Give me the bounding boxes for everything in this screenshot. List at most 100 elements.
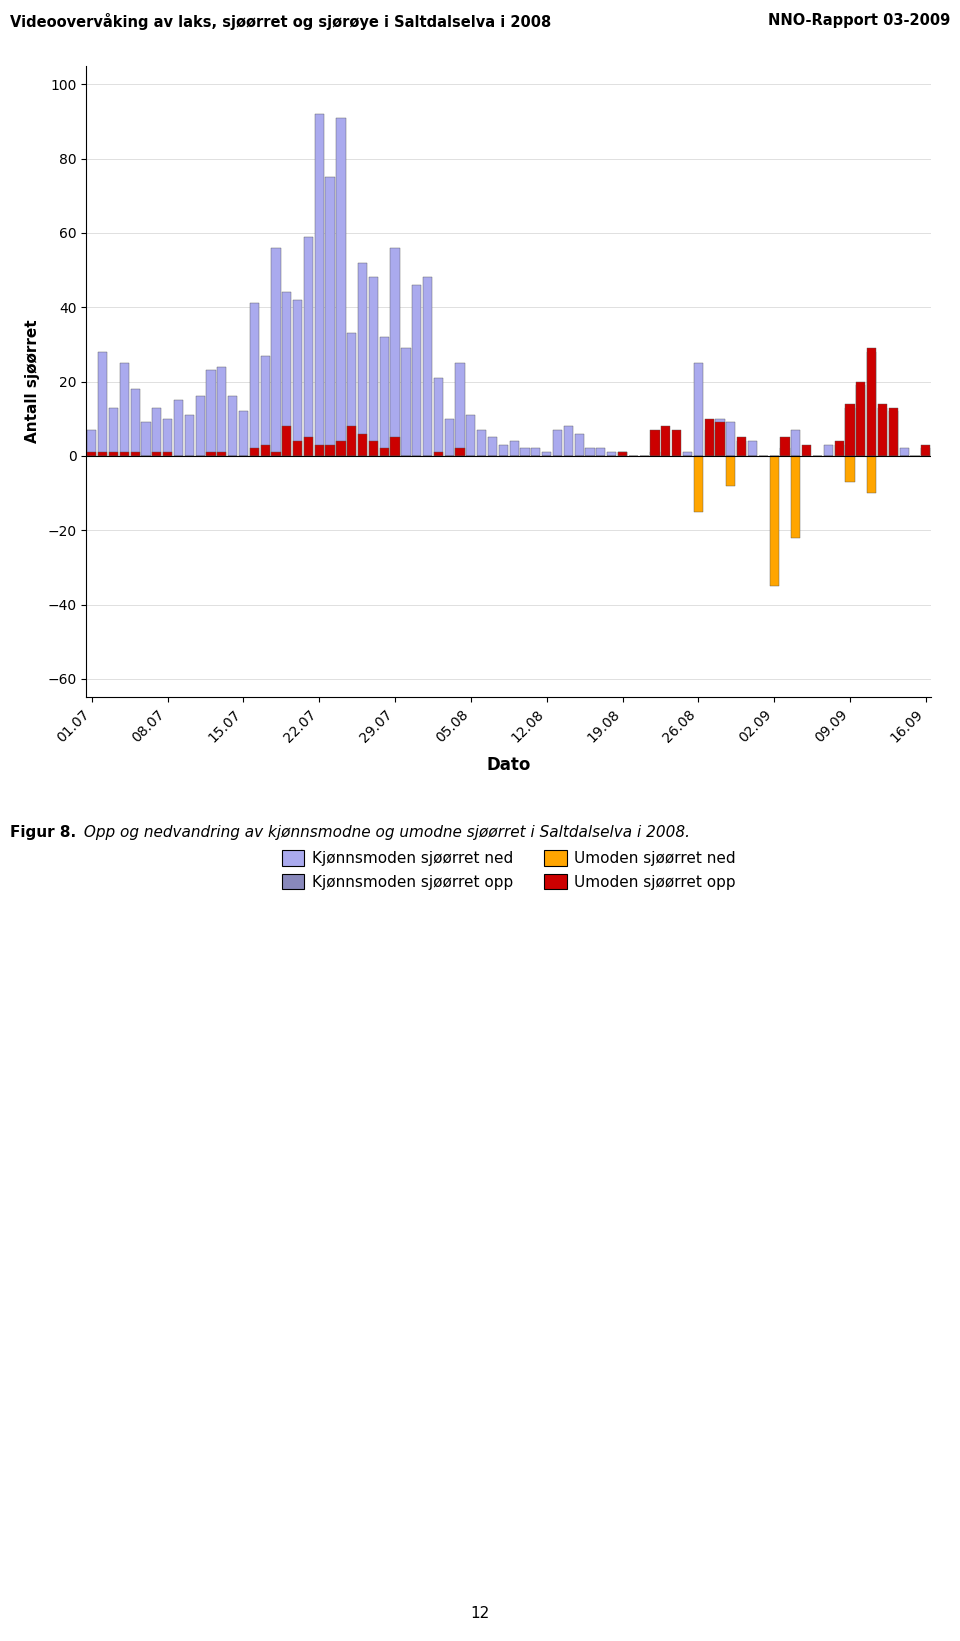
X-axis label: Dato: Dato (487, 757, 531, 775)
Bar (348, 427, 356, 456)
Bar (87, 453, 96, 456)
Bar (780, 448, 789, 456)
Bar (325, 177, 335, 456)
Bar (153, 453, 161, 456)
Bar (206, 453, 216, 456)
Bar (272, 248, 280, 456)
Bar (618, 453, 627, 456)
Bar (196, 397, 204, 456)
Text: Figur 8.: Figur 8. (10, 825, 76, 840)
Bar (889, 412, 898, 456)
Bar (369, 441, 378, 456)
Bar (315, 113, 324, 456)
Bar (477, 430, 487, 456)
Bar (683, 453, 692, 456)
Bar (303, 236, 313, 456)
Bar (672, 430, 682, 456)
Bar (315, 445, 324, 456)
Bar (120, 363, 129, 456)
Bar (98, 351, 108, 456)
Bar (412, 286, 421, 456)
Bar (856, 386, 865, 456)
Bar (293, 441, 302, 456)
Bar (444, 418, 454, 456)
Bar (867, 348, 876, 456)
Bar (282, 292, 292, 456)
Bar (379, 448, 389, 456)
Bar (336, 118, 346, 456)
Bar (791, 430, 801, 456)
Bar (877, 404, 887, 456)
Bar (348, 333, 356, 456)
Bar (423, 277, 432, 456)
Bar (98, 453, 108, 456)
Bar (455, 363, 465, 456)
Bar (206, 371, 216, 456)
Bar (922, 445, 930, 456)
Bar (488, 437, 497, 456)
Bar (834, 441, 844, 456)
Bar (282, 427, 292, 456)
Bar (824, 445, 833, 456)
Bar (748, 441, 757, 456)
Bar (586, 448, 594, 456)
Bar (661, 427, 670, 456)
Bar (379, 336, 389, 456)
Bar (455, 448, 465, 456)
Bar (694, 456, 703, 512)
Bar (467, 415, 475, 456)
Bar (87, 430, 96, 456)
Bar (705, 430, 714, 456)
Bar (303, 437, 313, 456)
Bar (293, 300, 302, 456)
Bar (596, 448, 606, 456)
Text: 12: 12 (470, 1607, 490, 1621)
Bar (228, 397, 237, 456)
Bar (217, 453, 227, 456)
Bar (434, 453, 443, 456)
Bar (846, 456, 854, 482)
Bar (510, 441, 518, 456)
Bar (564, 427, 573, 456)
Bar (802, 445, 811, 456)
Bar (141, 422, 151, 456)
Bar (651, 453, 660, 456)
Bar (131, 389, 140, 456)
Bar (856, 382, 865, 456)
Text: NNO-Rapport 03-2009: NNO-Rapport 03-2009 (768, 13, 950, 28)
Bar (542, 453, 551, 456)
Bar (726, 422, 735, 456)
Bar (900, 448, 909, 456)
Legend: Kjønnsmoden sjøørret ned, Kjønnsmoden sjøørret opp, Umoden sjøørret ned, Umoden : Kjønnsmoden sjøørret ned, Kjønnsmoden sj… (276, 843, 742, 896)
Bar (780, 437, 789, 456)
Bar (153, 407, 161, 456)
Bar (184, 415, 194, 456)
Bar (607, 453, 616, 456)
Bar (336, 441, 346, 456)
Bar (705, 418, 714, 456)
Bar (325, 445, 335, 456)
Bar (131, 453, 140, 456)
Bar (791, 456, 801, 538)
Bar (120, 453, 129, 456)
Bar (726, 456, 735, 486)
Bar (737, 441, 746, 456)
Bar (694, 363, 703, 456)
Bar (877, 407, 887, 456)
Bar (651, 430, 660, 456)
Bar (834, 445, 844, 456)
Bar (108, 453, 118, 456)
Bar (922, 448, 930, 456)
Bar (889, 407, 898, 456)
Bar (163, 418, 172, 456)
Bar (846, 407, 854, 456)
Bar (520, 448, 530, 456)
Bar (553, 430, 563, 456)
Bar (260, 445, 270, 456)
Bar (575, 433, 584, 456)
Y-axis label: Antall sjøørret: Antall sjøørret (26, 320, 40, 443)
Bar (358, 263, 367, 456)
Bar (867, 456, 876, 492)
Bar (108, 407, 118, 456)
Bar (250, 448, 259, 456)
